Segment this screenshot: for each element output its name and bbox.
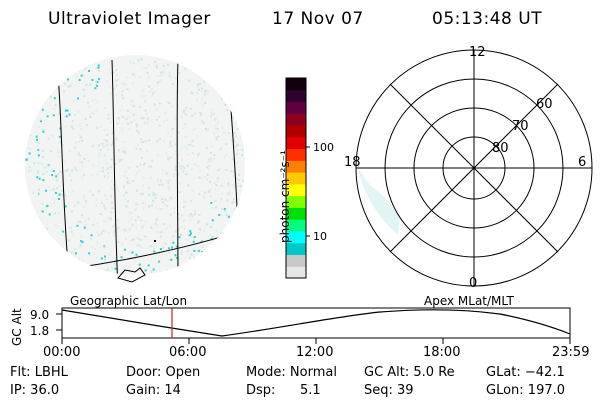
colorbar-cell bbox=[286, 195, 306, 208]
dsp-label: Dsp: bbox=[246, 383, 276, 398]
mlat-label-80: 80 bbox=[492, 141, 509, 156]
time-label: 05:13:48 UT bbox=[432, 9, 543, 29]
strip-xtick-label-0600: 06:00 bbox=[169, 345, 207, 360]
ip-status: IP: 36.0 bbox=[10, 383, 60, 398]
polar-plot-label: Apex MLat/MLT bbox=[424, 294, 514, 308]
door-status: Door: Open bbox=[126, 365, 201, 380]
strip-axis-label: GC Alt bbox=[10, 308, 24, 346]
altitude-curve bbox=[61, 309, 571, 337]
altitude-strip bbox=[56, 307, 571, 344]
colorbar-cell bbox=[286, 207, 306, 220]
strip-xtick-label-1200: 12:00 bbox=[296, 345, 334, 360]
glon-status: GLon: 197.0 bbox=[486, 383, 566, 398]
colorbar-cell bbox=[286, 172, 306, 185]
colorbar-cell bbox=[286, 89, 306, 103]
mlat-label-70: 70 bbox=[512, 119, 529, 134]
instrument-title: Ultraviolet Imager bbox=[48, 9, 211, 29]
globe-view bbox=[25, 55, 245, 283]
colorbar-cell bbox=[286, 242, 306, 255]
polar-plot bbox=[355, 49, 593, 287]
colorbar-cell bbox=[286, 254, 306, 267]
colorbar-cell bbox=[286, 266, 306, 279]
date-label: 17 Nov 07 bbox=[272, 9, 364, 29]
colorbar-cell bbox=[286, 113, 306, 126]
gc-alt-status: GC Alt: 5.0 Re bbox=[364, 365, 455, 380]
glat-status: GLat: −42.1 bbox=[486, 365, 565, 380]
colorbar-tick-label-100: 100 bbox=[313, 141, 334, 154]
dsp-value: 5.1 bbox=[300, 383, 321, 398]
gain-status: Gain: 14 bbox=[126, 383, 181, 398]
colorbar-frame bbox=[285, 77, 307, 279]
flt-status: Flt: LBHL bbox=[10, 365, 68, 380]
mlt-label-18: 18 bbox=[344, 155, 361, 170]
strip-xtick-label-0000: 00:00 bbox=[43, 345, 81, 360]
subsatellite-marker bbox=[154, 240, 156, 242]
strip-ytick-label-9: 9.0 bbox=[30, 308, 50, 322]
colorbar-cell bbox=[286, 160, 306, 173]
mlt-label-0: 0 bbox=[469, 276, 478, 291]
strip-ytick-label-1.8: 1.8 bbox=[30, 324, 50, 338]
strip-xtick-label-1800: 18:00 bbox=[423, 345, 461, 360]
auroral-emission bbox=[358, 168, 400, 235]
mode-status: Mode: Normal bbox=[246, 365, 337, 380]
polar-diagonal-2 bbox=[389, 83, 559, 253]
colorbar-tick-label-10: 10 bbox=[313, 230, 327, 243]
colorbar bbox=[285, 77, 310, 279]
colorbar-cell bbox=[286, 101, 306, 114]
mlat-label-60: 60 bbox=[536, 97, 553, 112]
globe-view-label: Geographic Lat/Lon bbox=[70, 294, 188, 308]
strip-xtick-label-2359: 23:59 bbox=[552, 345, 590, 360]
colorbar-cell bbox=[286, 78, 306, 91]
seq-status: Seq: 39 bbox=[364, 383, 414, 398]
colorbar-cell bbox=[286, 230, 306, 244]
colorbar-cell bbox=[286, 136, 306, 150]
colorbar-unit-label: photon cm⁻²s⁻¹ bbox=[278, 150, 292, 243]
colorbar-cell bbox=[286, 183, 306, 197]
mlt-label-6: 6 bbox=[578, 155, 587, 170]
colorbar-cell bbox=[286, 148, 306, 161]
mlt-label-12: 12 bbox=[469, 45, 486, 60]
colorbar-cell bbox=[286, 219, 306, 232]
colorbar-cell bbox=[286, 125, 306, 138]
coastline bbox=[117, 267, 146, 283]
